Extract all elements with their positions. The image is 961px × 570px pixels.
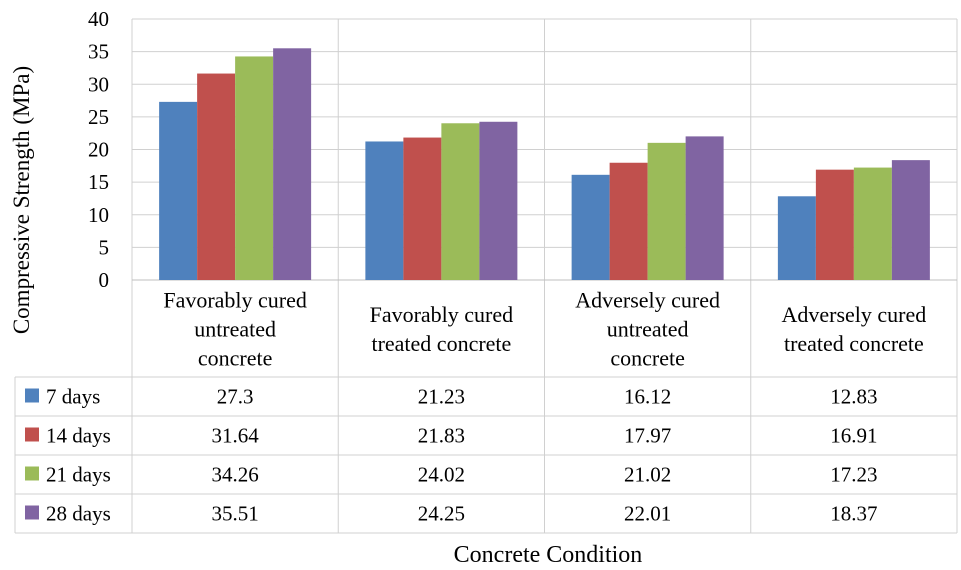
bar <box>777 196 816 280</box>
bar <box>479 121 518 280</box>
category-label: Favorably cured untreated concrete <box>163 288 307 371</box>
y-tick-label: 40 <box>88 7 109 31</box>
table-value: 27.3 <box>217 385 254 409</box>
y-tick-label: 30 <box>88 72 109 96</box>
table-value: 24.25 <box>418 502 465 526</box>
bar <box>647 142 686 280</box>
category-label: Adversely cured treated concrete <box>781 302 926 356</box>
category-label-line: treated concrete <box>371 331 511 356</box>
legend-label: 21 days <box>46 463 111 487</box>
y-tick-label: 35 <box>88 40 109 64</box>
bar <box>685 136 724 280</box>
bar <box>197 73 236 280</box>
legend-swatch <box>25 427 39 442</box>
y-tick-label: 15 <box>88 170 109 194</box>
bar <box>891 160 930 280</box>
bar <box>441 123 480 280</box>
table-value: 24.02 <box>418 463 465 487</box>
category-label-line: treated concrete <box>784 331 924 356</box>
category-label: Adversely cured untreated concrete <box>575 288 720 371</box>
bar <box>609 162 648 280</box>
category-label-line: Favorably cured <box>163 288 307 313</box>
bars <box>159 48 930 281</box>
table-value: 21.02 <box>624 463 671 487</box>
y-tick-labels: 0 5 10 15 20 25 30 35 40 <box>88 7 109 292</box>
y-tick-label: 25 <box>88 105 109 129</box>
table-value: 17.23 <box>830 463 877 487</box>
y-tick-label: 20 <box>88 138 109 162</box>
y-tick-label: 5 <box>99 235 110 259</box>
category-label-line: concrete <box>198 346 273 371</box>
table-value: 21.23 <box>418 385 465 409</box>
category-label-line: Adversely cured <box>575 288 720 313</box>
table-value: 21.83 <box>418 424 465 448</box>
table-value: 18.37 <box>830 502 877 526</box>
category-label-line: Favorably cured <box>370 302 514 327</box>
category-label-line: Adversely cured <box>781 302 926 327</box>
category-labels: Favorably cured untreated concreteFavorabl… <box>163 288 926 371</box>
legend-swatch <box>25 466 39 481</box>
bar <box>273 48 312 281</box>
category-label-line: concrete <box>610 346 685 371</box>
legend-label: 14 days <box>46 424 111 448</box>
table-value: 22.01 <box>624 502 671 526</box>
legend-label: 28 days <box>46 502 111 526</box>
category-label-line: untreated <box>194 317 276 342</box>
y-tick-label: 10 <box>88 203 109 227</box>
legend-swatch <box>25 388 39 403</box>
y-axis-label: Compressive Strength (MPa) <box>9 66 34 334</box>
table-value: 17.97 <box>624 424 671 448</box>
bar <box>235 56 274 281</box>
bar <box>365 141 404 280</box>
bar <box>815 169 854 280</box>
legend-swatch <box>25 505 39 520</box>
table-value: 35.51 <box>212 502 259 526</box>
y-tick-label: 0 <box>99 268 110 292</box>
category-label-line: untreated <box>607 317 689 342</box>
table-value: 34.26 <box>212 463 259 487</box>
table-value: 31.64 <box>212 424 260 448</box>
x-axis-label: Concrete Condition <box>454 542 643 568</box>
table-value: 12.83 <box>830 385 877 409</box>
bar <box>159 101 198 281</box>
bar <box>571 174 610 280</box>
legend-label: 7 days <box>46 385 100 409</box>
category-label: Favorably cured treated concrete <box>370 302 514 356</box>
data-table: 7 days 27.3 21.23 16.12 12.83 14 days 31.64 21.… <box>14 376 958 534</box>
bar <box>403 137 442 280</box>
table-value: 16.12 <box>624 385 671 409</box>
bar <box>853 167 892 280</box>
table-value: 16.91 <box>830 424 877 448</box>
